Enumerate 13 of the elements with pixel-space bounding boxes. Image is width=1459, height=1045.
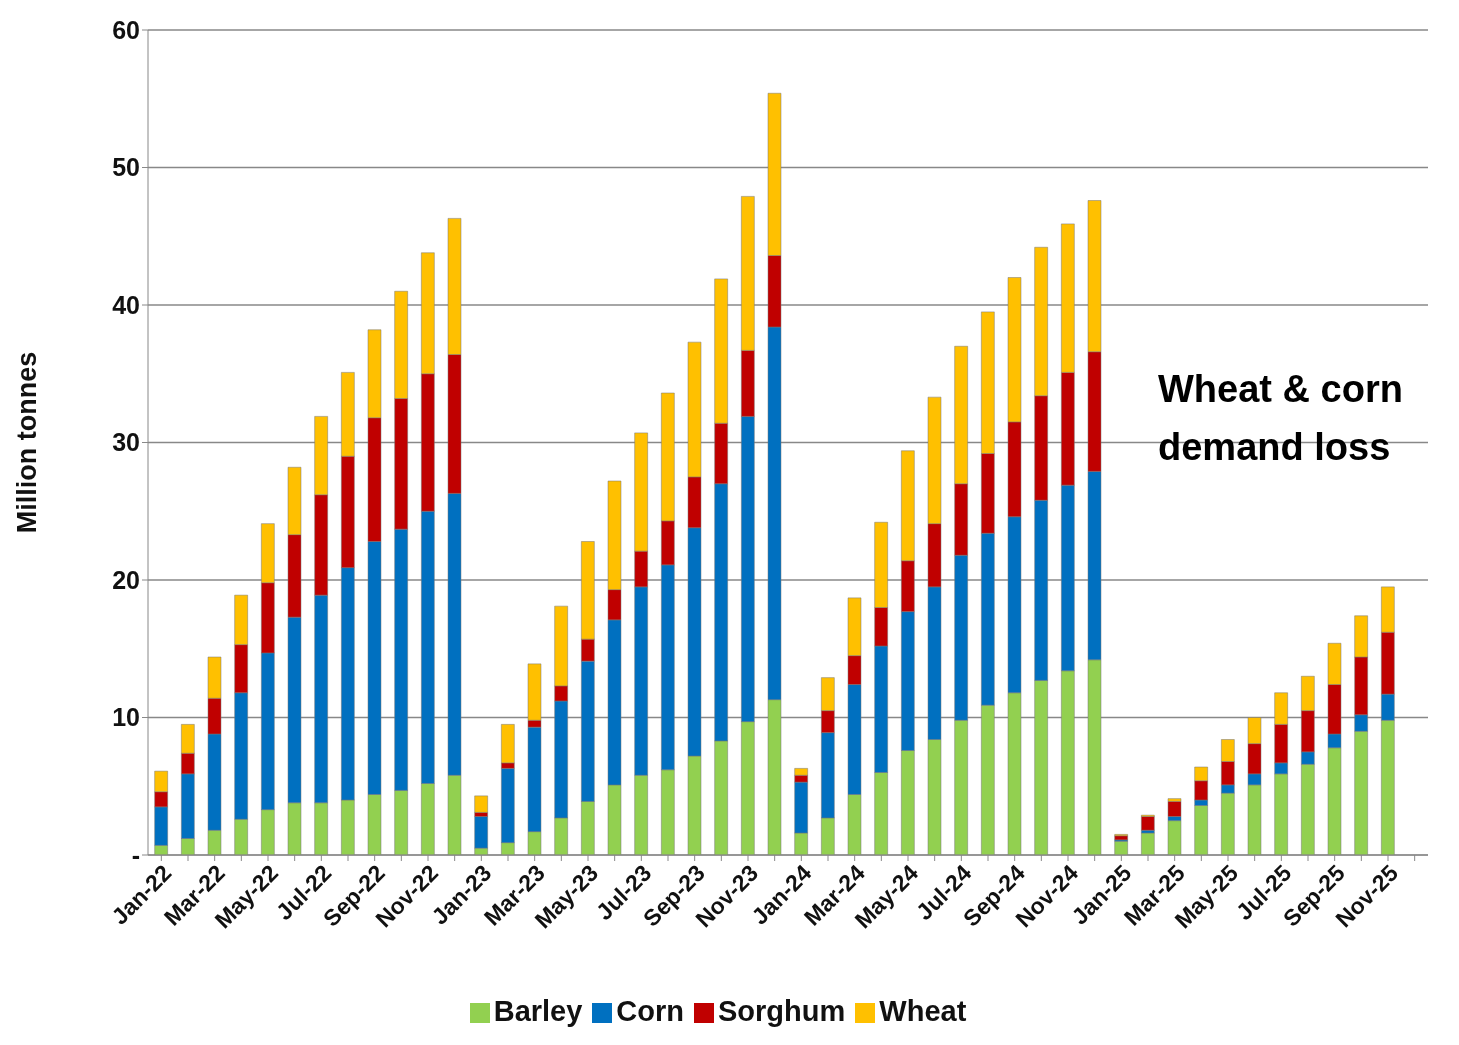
y-tick-label: 30: [112, 428, 140, 457]
y-tick-label: -: [131, 840, 140, 869]
legend-label: Wheat: [879, 995, 967, 1027]
y-tick-label: 40: [112, 290, 140, 319]
annotation: Wheat & corn demand loss: [1158, 367, 1404, 470]
y-axis-title: Million tonnes: [11, 351, 42, 534]
y-tick-label: 10: [112, 703, 140, 732]
legend-label: Barley: [493, 995, 583, 1027]
y-tick-label: 50: [112, 153, 140, 182]
y-tick-label: 20: [112, 565, 140, 594]
y-tick-label: 60: [112, 15, 140, 44]
legend-label: Corn: [616, 995, 685, 1027]
legend-label: Sorghum: [718, 995, 846, 1027]
